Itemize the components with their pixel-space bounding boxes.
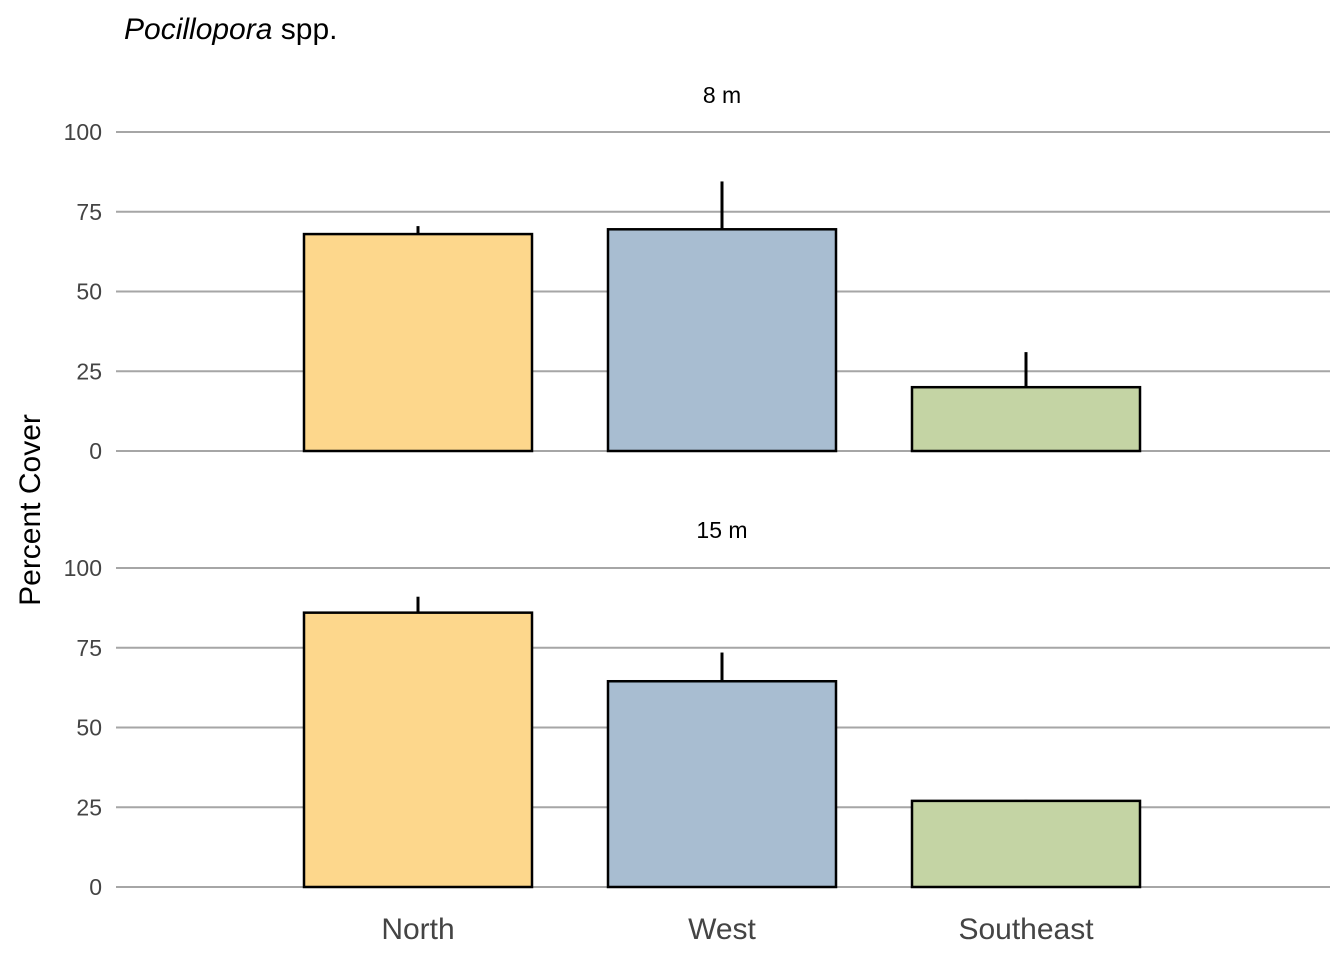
- chart-title-genus: Pocillopora: [124, 13, 272, 46]
- y-tick-label: 0: [89, 438, 102, 464]
- chart-title-rest: spp.: [272, 13, 337, 46]
- y-tick-label: 100: [64, 119, 102, 145]
- panel-label: 8 m: [703, 82, 741, 108]
- bar-north: [302, 611, 534, 889]
- y-tick-label: 100: [64, 555, 102, 581]
- y-tick-label: 75: [76, 199, 102, 225]
- x-axis-ticks: North West Southeast: [381, 913, 1094, 946]
- y-tick-label: 75: [76, 635, 102, 661]
- x-tick-label: West: [688, 913, 756, 946]
- panels: 8 m 0 25 50 75 100 15 m 0 25 50 75 100: [64, 82, 1330, 900]
- panel-label: 15 m: [696, 517, 747, 543]
- x-tick-label: North: [381, 913, 454, 946]
- y-tick-label: 25: [76, 794, 102, 820]
- chart-title: Pocillopora spp.: [124, 13, 337, 46]
- bar-southeast: [910, 799, 1142, 889]
- y-tick-label: 50: [76, 279, 102, 305]
- bar-west: [606, 679, 838, 889]
- y-tick-label: 50: [76, 715, 102, 741]
- panel-1: 15 m 0 25 50 75 100: [64, 517, 1330, 900]
- y-axis-label: Percent Cover: [14, 414, 47, 606]
- panel-0: 8 m 0 25 50 75 100: [64, 82, 1330, 464]
- y-tick-label: 0: [89, 874, 102, 900]
- bar-west: [606, 228, 838, 453]
- bar-southeast: [910, 385, 1142, 453]
- y-tick-label: 25: [76, 358, 102, 384]
- bar-north: [302, 232, 534, 453]
- x-tick-label: Southeast: [958, 913, 1094, 946]
